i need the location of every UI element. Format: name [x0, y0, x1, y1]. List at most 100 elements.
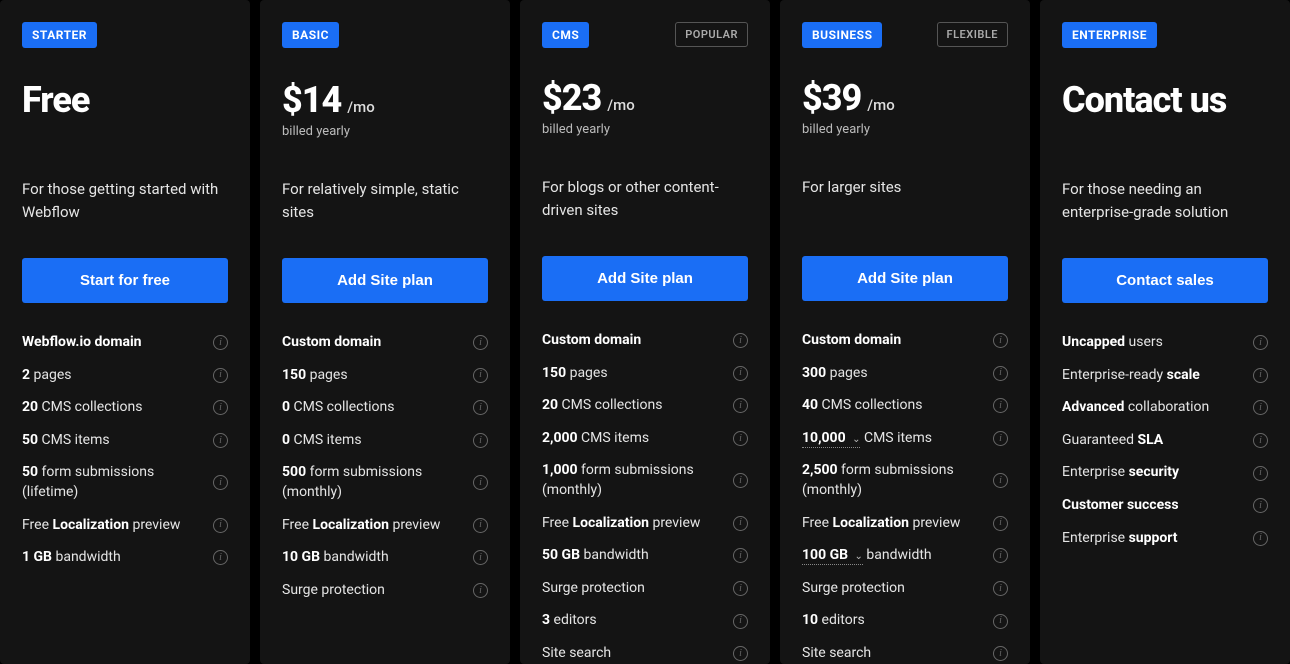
feature-row: Free Localization previewi: [282, 516, 488, 536]
info-icon[interactable]: i: [473, 550, 488, 565]
feature-text: 100 GB ⌄ bandwidth: [802, 546, 993, 566]
info-icon[interactable]: i: [993, 548, 1008, 563]
info-icon[interactable]: i: [213, 368, 228, 383]
info-icon[interactable]: i: [993, 581, 1008, 596]
plan-badge: CMS: [542, 22, 589, 48]
info-icon[interactable]: i: [733, 614, 748, 629]
feature-text: Custom domain: [542, 331, 733, 351]
feature-row: 20 CMS collectionsi: [542, 396, 748, 416]
feature-text: Site search: [802, 644, 993, 664]
info-icon[interactable]: i: [473, 583, 488, 598]
price-block: Free: [22, 82, 228, 150]
price-main: Contact us: [1062, 82, 1226, 118]
info-icon[interactable]: i: [473, 400, 488, 415]
info-icon[interactable]: i: [1253, 433, 1268, 448]
info-icon[interactable]: i: [733, 473, 748, 488]
plan-badge: BASIC: [282, 22, 339, 48]
info-icon[interactable]: i: [993, 398, 1008, 413]
info-icon[interactable]: i: [733, 431, 748, 446]
feature-text: 10,000 ⌄ CMS items: [802, 429, 993, 449]
info-icon[interactable]: i: [213, 400, 228, 415]
feature-text: Webflow.io domain: [22, 333, 213, 353]
info-icon[interactable]: i: [733, 333, 748, 348]
info-icon[interactable]: i: [213, 550, 228, 565]
info-icon[interactable]: i: [473, 368, 488, 383]
info-icon[interactable]: i: [473, 475, 488, 490]
info-icon[interactable]: i: [213, 335, 228, 350]
feature-text: Advanced collaboration: [1062, 398, 1253, 418]
info-icon[interactable]: i: [733, 366, 748, 381]
info-icon[interactable]: i: [1253, 498, 1268, 513]
feature-row: Customer successi: [1062, 496, 1268, 516]
cta-add-site-plan-button[interactable]: Add Site plan: [802, 256, 1008, 301]
info-icon[interactable]: i: [213, 518, 228, 533]
cta-add-site-plan-button[interactable]: Add Site plan: [542, 256, 748, 301]
feature-text: Custom domain: [802, 331, 993, 351]
info-icon[interactable]: i: [1253, 400, 1268, 415]
feature-row: Free Localization previewi: [802, 514, 1008, 534]
info-icon[interactable]: i: [993, 473, 1008, 488]
feature-text: 10 editors: [802, 611, 993, 631]
feature-row: 500 form submissions (monthly)i: [282, 463, 488, 502]
info-icon[interactable]: i: [733, 548, 748, 563]
feature-text: Enterprise support: [1062, 529, 1253, 549]
price-suffix: /mo: [867, 96, 894, 114]
feature-text: 1,000 form submissions (monthly): [542, 461, 733, 500]
info-icon[interactable]: i: [473, 518, 488, 533]
plan-badge: STARTER: [22, 22, 97, 48]
feature-row: 10,000 ⌄ CMS itemsi: [802, 429, 1008, 449]
info-icon[interactable]: i: [213, 475, 228, 490]
info-icon[interactable]: i: [473, 433, 488, 448]
feature-row: Site searchi: [542, 644, 748, 664]
billing-note: billed yearly: [542, 122, 748, 137]
info-icon[interactable]: i: [733, 516, 748, 531]
feature-text: Free Localization preview: [802, 514, 993, 534]
info-icon[interactable]: i: [1253, 335, 1268, 350]
feature-row: Enterprise securityi: [1062, 463, 1268, 483]
cta-add-site-plan-button[interactable]: Add Site plan: [282, 258, 488, 303]
cta-start-free-button[interactable]: Start for free: [22, 258, 228, 303]
info-icon[interactable]: i: [993, 516, 1008, 531]
feature-row: Advanced collaborationi: [1062, 398, 1268, 418]
price-block: $23 /mo billed yearly: [542, 80, 748, 148]
feature-list: Webflow.io domaini2 pagesi20 CMS collect…: [22, 333, 228, 568]
cta-contact-sales-button[interactable]: Contact sales: [1062, 258, 1268, 303]
feature-text: 40 CMS collections: [802, 396, 993, 416]
feature-row: Custom domaini: [802, 331, 1008, 351]
feature-text: Enterprise security: [1062, 463, 1253, 483]
feature-row: 10 GB bandwidthi: [282, 548, 488, 568]
feature-text: 2,000 CMS items: [542, 429, 733, 449]
feature-row: 50 GB bandwidthi: [542, 546, 748, 566]
info-icon[interactable]: i: [993, 614, 1008, 629]
info-icon[interactable]: i: [213, 433, 228, 448]
info-icon[interactable]: i: [1253, 368, 1268, 383]
info-icon[interactable]: i: [733, 646, 748, 661]
info-icon[interactable]: i: [1253, 531, 1268, 546]
feature-row: 150 pagesi: [542, 364, 748, 384]
popular-badge: POPULAR: [675, 22, 748, 47]
feature-text: Uncapped users: [1062, 333, 1253, 353]
feature-row: 100 GB ⌄ bandwidthi: [802, 546, 1008, 566]
feature-text: 500 form submissions (monthly): [282, 463, 473, 502]
feature-text: 300 pages: [802, 364, 993, 384]
feature-row: Enterprise-ready scalei: [1062, 366, 1268, 386]
feature-text: 50 GB bandwidth: [542, 546, 733, 566]
info-icon[interactable]: i: [1253, 466, 1268, 481]
info-icon[interactable]: i: [473, 335, 488, 350]
feature-text: 50 CMS items: [22, 431, 213, 451]
price-block: $39 /mo billed yearly: [802, 80, 1008, 148]
plan-badge: ENTERPRISE: [1062, 22, 1157, 48]
feature-list: Custom domaini300 pagesi40 CMS collectio…: [802, 331, 1008, 664]
info-icon[interactable]: i: [993, 431, 1008, 446]
plan-card-enterprise: ENTERPRISE Contact us For those needing …: [1040, 0, 1290, 664]
price-main: Free: [22, 82, 89, 118]
info-icon[interactable]: i: [993, 333, 1008, 348]
info-icon[interactable]: i: [993, 646, 1008, 661]
info-icon[interactable]: i: [993, 366, 1008, 381]
info-icon[interactable]: i: [733, 398, 748, 413]
price-suffix: /mo: [607, 96, 634, 114]
info-icon[interactable]: i: [733, 581, 748, 596]
feature-text: 2,500 form submissions (monthly): [802, 461, 993, 500]
feature-text: Customer success: [1062, 496, 1253, 516]
badge-row: BUSINESS FLEXIBLE: [802, 22, 1008, 48]
